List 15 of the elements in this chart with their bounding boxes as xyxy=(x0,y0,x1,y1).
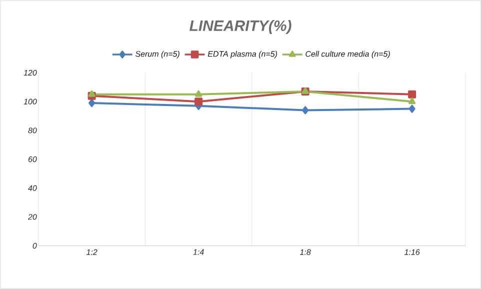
y-tick-label: 0 xyxy=(32,242,37,249)
y-tick-label: 80 xyxy=(28,128,37,134)
legend-label: Cell culture media (n=5) xyxy=(306,50,390,58)
legend-label: Serum (n=5) xyxy=(135,50,180,58)
y-tick-label: 60 xyxy=(28,156,37,162)
legend-label: EDTA plasma (n=5) xyxy=(208,50,277,58)
x-tick-label: 1:8 xyxy=(300,249,311,255)
x-tick-label: 1:2 xyxy=(86,249,98,255)
y-tick-label: 40 xyxy=(28,185,37,191)
y-tick-label: 100 xyxy=(24,98,37,104)
x-tick-label: 1:16 xyxy=(404,249,420,255)
y-tick-label: 120 xyxy=(24,70,37,76)
y-tick-label: 20 xyxy=(28,214,37,220)
x-tick-label: 1:4 xyxy=(193,249,204,255)
chart-title: LINEARITY(%) xyxy=(190,20,292,34)
